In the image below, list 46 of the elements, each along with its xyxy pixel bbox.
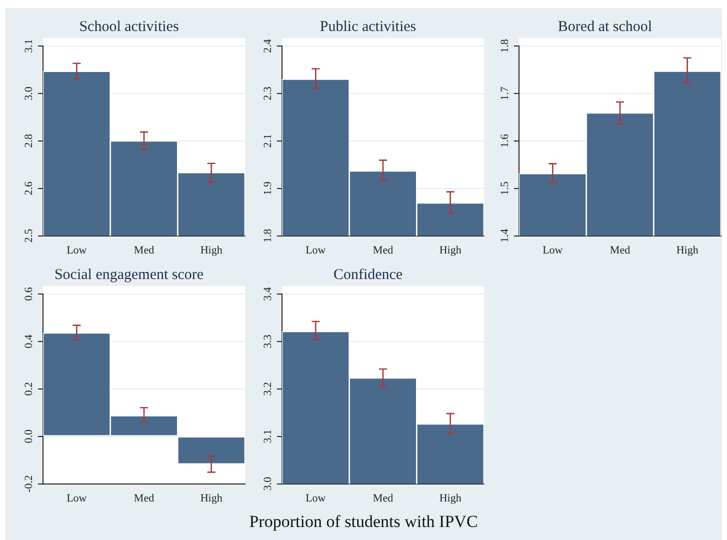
- x-tick-label: Low: [66, 244, 87, 256]
- x-tick-label: Low: [66, 492, 87, 504]
- x-tick-label: Med: [134, 244, 155, 256]
- y-tick-label: 3.4: [262, 286, 274, 301]
- y-tick-label: 2.5: [22, 228, 35, 243]
- x-tick-label: High: [439, 492, 462, 504]
- x-tick-label: Low: [542, 244, 563, 256]
- text: Proportion of students with IPVC: [248, 512, 479, 532]
- chart-title: Confidence: [333, 266, 403, 283]
- chart-title: Social engagement score: [54, 266, 204, 283]
- y-tick-label: 1.7: [498, 86, 511, 100]
- y-tick-label: 3.1: [262, 429, 274, 444]
- x-tick-label: Med: [372, 244, 394, 256]
- y-tick-label: 2.3: [262, 86, 274, 100]
- y-tick-label: 1.8: [262, 228, 274, 243]
- y-tick-label: 1.9: [262, 180, 274, 196]
- chart-title: Bored at school: [558, 18, 652, 35]
- y-tick-label: 1.4: [498, 228, 511, 243]
- y-tick-label: 1.8: [498, 38, 511, 53]
- y-tick-label: 0.6: [22, 286, 35, 301]
- x-tick-label: High: [439, 244, 462, 256]
- chart-title: School activities: [79, 18, 179, 35]
- x-tick-label: Low: [306, 492, 326, 504]
- y-tick-label: 1.5: [498, 180, 511, 196]
- y-tick-label: 2.8: [22, 134, 35, 148]
- chart-title: Public activities: [320, 18, 416, 35]
- y-tick-label: 3.2: [262, 382, 274, 396]
- y-tick-label: 3.0: [22, 86, 35, 100]
- y-tick-label: 0.0: [22, 428, 35, 444]
- x-tick-label: Med: [372, 492, 394, 504]
- y-tick-label: 0.4: [22, 334, 35, 348]
- y-tick-label: -0.2: [22, 475, 35, 493]
- x-tick-label: Med: [134, 492, 155, 504]
- y-tick-label: 2.1: [262, 134, 274, 148]
- x-tick-label: High: [200, 492, 223, 504]
- y-tick-label: 3.1: [22, 39, 35, 53]
- x-tick-label: Low: [306, 244, 326, 256]
- x-tick-label: High: [200, 244, 223, 256]
- y-tick-label: 2.6: [22, 180, 35, 196]
- x-tick-label: High: [676, 244, 699, 256]
- y-tick-label: 3.0: [262, 476, 274, 491]
- y-tick-label: 0.2: [22, 382, 35, 396]
- y-tick-label: 1.6: [498, 134, 511, 148]
- x-tick-label: Med: [610, 244, 631, 256]
- y-tick-label: 3.3: [262, 334, 274, 348]
- y-tick-label: 2.4: [262, 38, 274, 53]
